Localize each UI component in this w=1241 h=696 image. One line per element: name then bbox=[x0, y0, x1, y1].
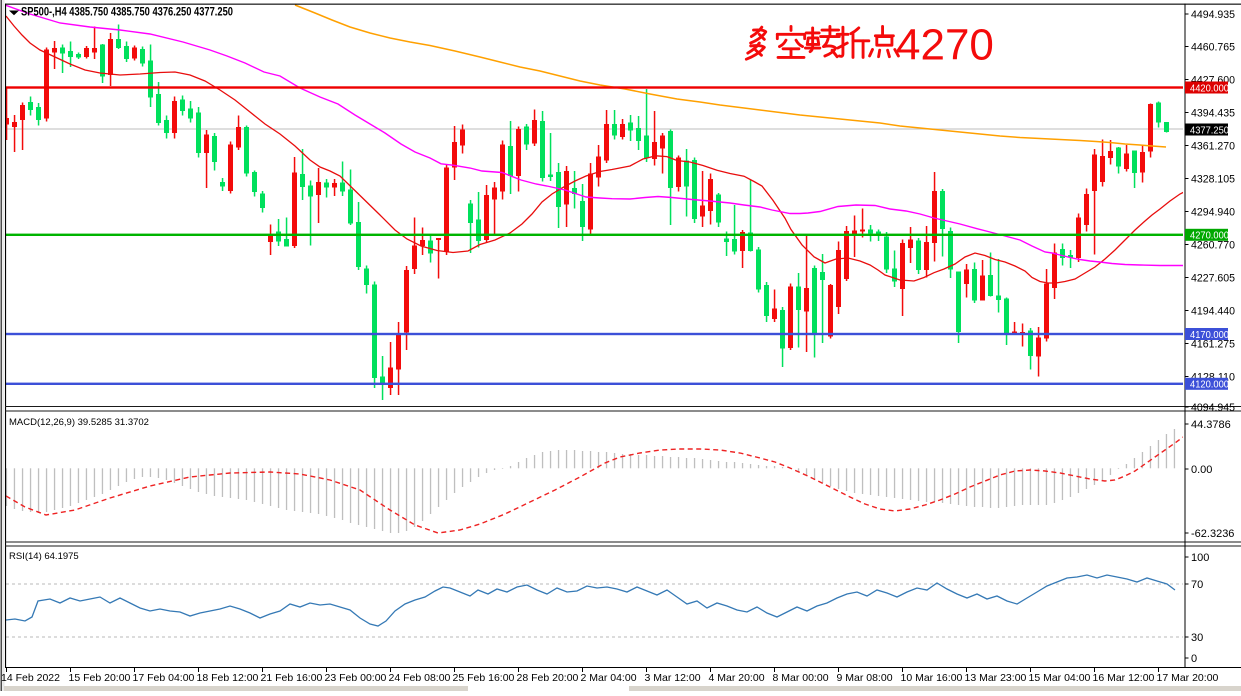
svg-text:21 Feb 16:00: 21 Feb 16:00 bbox=[261, 672, 323, 684]
svg-text:15 Feb 20:00: 15 Feb 20:00 bbox=[69, 672, 131, 684]
svg-text:8 Mar 00:00: 8 Mar 00:00 bbox=[773, 672, 829, 684]
svg-text:23 Feb 00:00: 23 Feb 00:00 bbox=[325, 672, 387, 684]
svg-text:4420.000: 4420.000 bbox=[1190, 82, 1229, 94]
svg-text:4270.000: 4270.000 bbox=[1190, 230, 1229, 242]
svg-text:4270: 4270 bbox=[896, 21, 994, 70]
svg-text:30: 30 bbox=[1191, 632, 1203, 644]
svg-text:70: 70 bbox=[1191, 579, 1203, 591]
svg-text:4161.275: 4161.275 bbox=[1191, 338, 1235, 350]
svg-text:4120.000: 4120.000 bbox=[1190, 379, 1229, 391]
svg-text:17 Mar 20:00: 17 Mar 20:00 bbox=[1157, 672, 1219, 684]
svg-text:0.00: 0.00 bbox=[1191, 464, 1212, 476]
svg-text:SP500-,H4 4385.750 4385.750 4: SP500-,H4 4385.750 4385.750 4376.250 437… bbox=[21, 7, 233, 19]
svg-text:3 Mar 12:00: 3 Mar 12:00 bbox=[645, 672, 701, 684]
svg-text:4328.105: 4328.105 bbox=[1191, 173, 1235, 185]
svg-text:24 Feb 08:00: 24 Feb 08:00 bbox=[389, 672, 451, 684]
svg-text:-62.3236: -62.3236 bbox=[1191, 528, 1234, 540]
svg-text:2 Mar 04:00: 2 Mar 04:00 bbox=[581, 672, 637, 684]
svg-text:4494.935: 4494.935 bbox=[1191, 9, 1235, 21]
svg-text:4394.435: 4394.435 bbox=[1191, 107, 1235, 119]
svg-text:RSI(14) 64.1975: RSI(14) 64.1975 bbox=[9, 551, 79, 562]
svg-text:13 Mar 23:00: 13 Mar 23:00 bbox=[965, 672, 1027, 684]
svg-text:4377.250: 4377.250 bbox=[1190, 124, 1229, 136]
svg-text:MACD(12,26,9) 39.5285 31.3702: MACD(12,26,9) 39.5285 31.3702 bbox=[9, 417, 149, 428]
svg-text:4361.270: 4361.270 bbox=[1191, 140, 1235, 152]
svg-text:4294.940: 4294.940 bbox=[1191, 206, 1235, 218]
svg-text:4 Mar 20:00: 4 Mar 20:00 bbox=[709, 672, 765, 684]
svg-text:15 Mar 04:00: 15 Mar 04:00 bbox=[1029, 672, 1091, 684]
svg-text:18 Feb 12:00: 18 Feb 12:00 bbox=[197, 672, 259, 684]
svg-text:4260.770: 4260.770 bbox=[1191, 239, 1235, 251]
svg-text:17 Feb 04:00: 17 Feb 04:00 bbox=[133, 672, 195, 684]
svg-text:4460.765: 4460.765 bbox=[1191, 41, 1235, 53]
svg-text:10 Mar 16:00: 10 Mar 16:00 bbox=[901, 672, 963, 684]
svg-text:4170.000: 4170.000 bbox=[1190, 329, 1229, 341]
svg-text:4227.605: 4227.605 bbox=[1191, 272, 1235, 284]
svg-text:25 Feb 16:00: 25 Feb 16:00 bbox=[453, 672, 515, 684]
svg-text:0: 0 bbox=[1191, 653, 1197, 665]
svg-text:14 Feb 2022: 14 Feb 2022 bbox=[1, 672, 60, 684]
svg-text:100: 100 bbox=[1191, 552, 1209, 564]
svg-text:9 Mar 08:00: 9 Mar 08:00 bbox=[837, 672, 893, 684]
svg-text:44.3786: 44.3786 bbox=[1191, 419, 1231, 431]
svg-text:4094.945: 4094.945 bbox=[1191, 402, 1235, 414]
svg-text:16 Mar 12:00: 16 Mar 12:00 bbox=[1093, 672, 1155, 684]
svg-text:28 Feb 20:00: 28 Feb 20:00 bbox=[517, 672, 579, 684]
svg-text:4194.440: 4194.440 bbox=[1191, 305, 1235, 317]
